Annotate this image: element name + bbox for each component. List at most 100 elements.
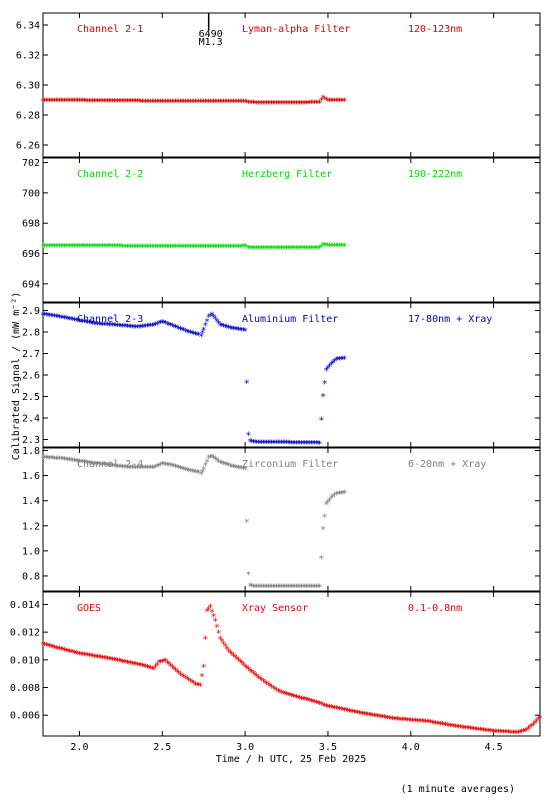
data-point: * (303, 583, 309, 594)
data-point: * (229, 650, 235, 661)
data-point: * (126, 242, 132, 253)
data-point: * (199, 467, 205, 478)
data-point: * (191, 679, 197, 690)
panel-3: 2.32.42.52.62.72.82.9 *******************… (22, 302, 541, 450)
y-tick-label: 2.3 (22, 435, 40, 446)
data-point: * (116, 322, 122, 333)
data-point: * (212, 97, 218, 108)
data-point: * (240, 326, 246, 337)
data-point: * (154, 462, 160, 473)
data-point: * (232, 97, 238, 108)
data-point: * (252, 583, 258, 594)
band-label: 17-80nm + Xray (408, 314, 492, 325)
data-point: * (341, 354, 347, 365)
data-point: * (441, 720, 447, 731)
data-point: * (129, 97, 135, 108)
data-point: * (211, 454, 217, 465)
data-point: * (204, 97, 210, 108)
data-point: * (75, 649, 81, 660)
data-point: * (40, 454, 46, 465)
data-point: * (68, 97, 74, 108)
data-point: * (154, 97, 160, 108)
data-point: * (164, 97, 170, 108)
data-point: * (62, 646, 68, 657)
data-point: * (328, 241, 334, 252)
data-point: * (70, 242, 76, 253)
data-point: * (88, 652, 94, 663)
data-point: * (429, 718, 435, 729)
data-point: * (159, 242, 165, 253)
data-point: * (115, 462, 121, 473)
data-point: * (128, 323, 134, 334)
data-point: * (245, 99, 251, 110)
data-point: * (484, 727, 490, 738)
data-point: * (75, 97, 81, 108)
data-point: * (60, 242, 66, 253)
data-point: * (168, 461, 174, 472)
data-point: * (416, 717, 422, 728)
data-point: * (317, 583, 323, 594)
data-point: * (312, 99, 318, 110)
data-point: * (86, 651, 92, 662)
data-point: * (111, 462, 117, 473)
data-point: * (85, 97, 91, 108)
y-tick-label: 694 (22, 279, 40, 290)
data-point: * (323, 500, 329, 511)
data-point: * (282, 583, 288, 594)
data-point: * (134, 323, 140, 334)
data-point: * (312, 244, 318, 255)
data-point: * (55, 242, 61, 253)
data-point: * (244, 664, 250, 675)
channel-label: Channel 2-2 (77, 169, 143, 180)
data-point: * (194, 97, 200, 108)
data-point: * (98, 460, 104, 471)
data-point: * (93, 653, 99, 664)
x-tick-label: 2.5 (153, 742, 171, 753)
data-point: * (295, 244, 301, 255)
data-point: * (323, 241, 329, 252)
data-point: * (504, 728, 510, 739)
data-point: * (81, 458, 87, 469)
data-point: * (40, 242, 46, 253)
data-point: * (143, 242, 149, 253)
averaging-note: (1 minute averages) (401, 784, 515, 795)
data-point: * (71, 649, 77, 660)
data-point: * (502, 728, 508, 739)
data-point: * (138, 464, 144, 475)
data-point: * (318, 416, 324, 427)
data-point: * (346, 707, 352, 718)
data-point: * (124, 658, 130, 669)
data-point: * (197, 97, 203, 108)
data-point: * (141, 322, 147, 333)
data-point: * (459, 723, 465, 734)
data-point: * (144, 97, 150, 108)
data-point: * (80, 458, 86, 469)
data-point: * (86, 459, 92, 470)
data-point: * (146, 97, 152, 108)
data-point: * (129, 464, 135, 475)
data-point: * (320, 93, 326, 104)
data-point: * (96, 242, 102, 253)
data-point: * (293, 439, 299, 450)
data-point: * (65, 97, 71, 108)
data-point: * (307, 696, 313, 707)
data-point: * (254, 244, 260, 255)
y-tick-label: 6.26 (16, 141, 40, 152)
data-point: * (474, 725, 480, 736)
data-point: * (133, 660, 139, 671)
data-point: * (290, 99, 296, 110)
y-axis-label: Calibrated Signal / (mW m⁻²) (11, 292, 22, 461)
data-point: * (186, 466, 192, 477)
data-point: * (156, 461, 162, 472)
data-point: * (138, 242, 144, 253)
data-point: * (269, 99, 275, 110)
data-point: * (121, 322, 127, 333)
data-point: * (341, 489, 347, 500)
data-point: * (81, 242, 87, 253)
data-point: * (83, 458, 89, 469)
data-point: * (262, 438, 268, 449)
y-tick-label: 702 (22, 158, 40, 169)
data-point: * (179, 326, 185, 337)
data-point: * (116, 657, 122, 668)
data-point: * (78, 458, 84, 469)
